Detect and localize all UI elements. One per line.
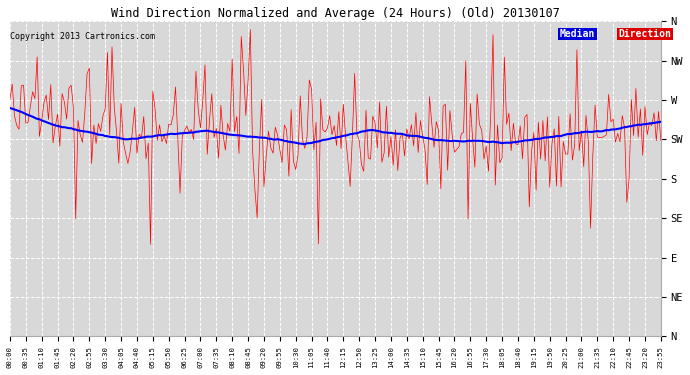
Text: Median: Median (560, 29, 595, 39)
Text: Copyright 2013 Cartronics.com: Copyright 2013 Cartronics.com (10, 32, 155, 41)
Title: Wind Direction Normalized and Average (24 Hours) (Old) 20130107: Wind Direction Normalized and Average (2… (111, 7, 560, 20)
Text: Direction: Direction (618, 29, 671, 39)
